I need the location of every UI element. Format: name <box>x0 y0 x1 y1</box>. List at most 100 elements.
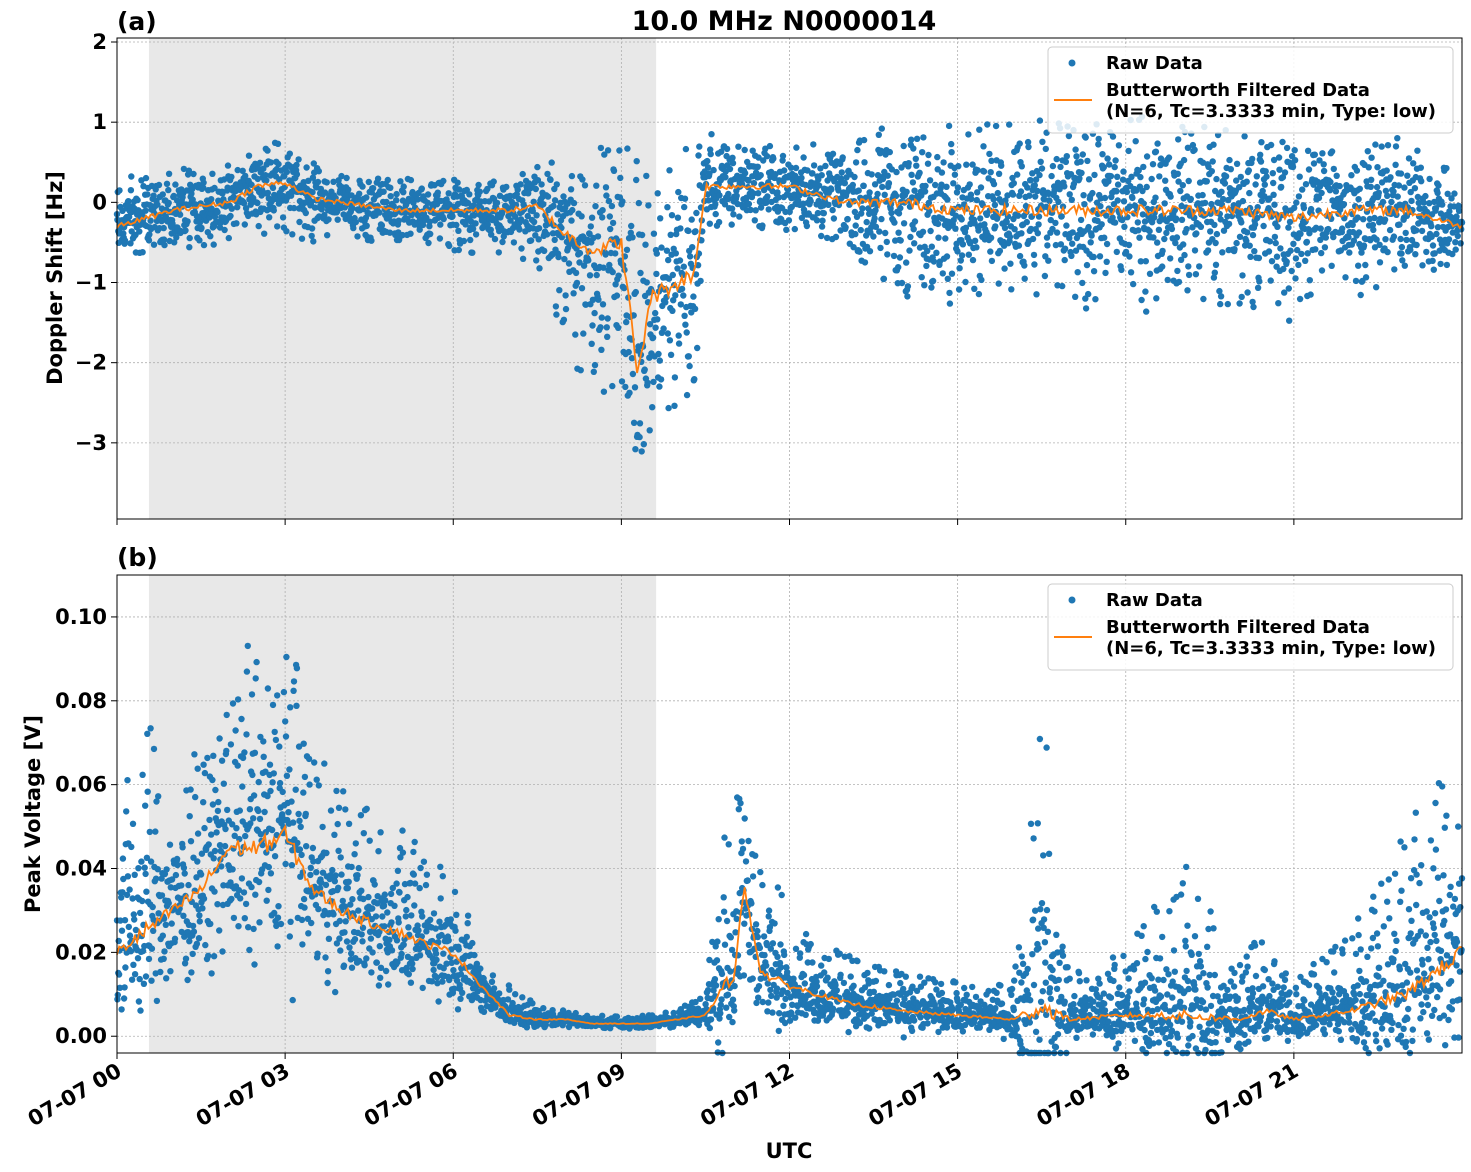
raw-data-point <box>1296 173 1303 180</box>
raw-data-point <box>300 895 308 903</box>
raw-data-point <box>165 170 173 177</box>
raw-data-point <box>706 220 713 227</box>
raw-data-point <box>374 175 382 182</box>
raw-data-point <box>451 888 459 896</box>
raw-data-point <box>1155 226 1163 233</box>
raw-data-point <box>211 888 218 895</box>
raw-data-point <box>776 1010 783 1017</box>
raw-data-point <box>1217 293 1225 300</box>
raw-data-point <box>127 948 135 955</box>
raw-data-point <box>437 221 444 228</box>
raw-data-point <box>544 170 551 178</box>
raw-data-point <box>159 932 166 939</box>
raw-data-point <box>677 225 684 232</box>
raw-data-point <box>631 384 639 391</box>
raw-data-point <box>815 176 822 183</box>
raw-data-point <box>586 230 593 238</box>
raw-data-point <box>261 808 268 816</box>
raw-data-point <box>1045 257 1052 264</box>
raw-data-point <box>187 786 194 793</box>
raw-data-point <box>1256 278 1263 285</box>
raw-data-point <box>186 244 193 251</box>
raw-data-point <box>868 171 875 178</box>
raw-data-point <box>196 237 203 244</box>
legend-filtered-label-a: Butterworth Filtered Data <box>1106 80 1370 101</box>
raw-data-point <box>622 383 629 391</box>
raw-data-point <box>672 292 679 299</box>
raw-data-point <box>588 214 596 221</box>
raw-data-point <box>662 1009 669 1016</box>
raw-data-point <box>386 936 393 943</box>
raw-data-point <box>348 964 356 971</box>
raw-data-point <box>681 203 688 211</box>
raw-data-point <box>235 923 242 930</box>
raw-data-point <box>956 265 963 272</box>
raw-data-point <box>233 220 240 227</box>
raw-data-point <box>125 198 132 205</box>
raw-data-point <box>222 825 229 833</box>
raw-data-point <box>197 871 205 878</box>
raw-data-point <box>789 1001 796 1008</box>
raw-data-point <box>863 218 870 226</box>
raw-data-point <box>344 884 351 892</box>
raw-data-point <box>1382 236 1389 243</box>
raw-data-point <box>773 994 780 1001</box>
raw-data-point <box>453 911 460 918</box>
raw-data-point <box>617 174 624 182</box>
raw-data-point <box>883 238 890 246</box>
raw-data-point <box>626 389 633 396</box>
raw-data-point <box>314 178 322 186</box>
raw-data-point <box>220 780 227 787</box>
raw-data-point <box>500 233 507 240</box>
raw-data-point <box>1253 173 1261 180</box>
raw-data-point <box>270 207 277 214</box>
raw-data-point <box>201 824 208 832</box>
raw-data-point <box>948 270 956 277</box>
raw-data-point <box>612 281 619 288</box>
raw-data-point <box>755 190 762 197</box>
raw-data-point <box>1296 295 1304 303</box>
raw-data-point <box>1280 265 1287 273</box>
raw-data-point <box>1126 253 1133 260</box>
raw-data-point <box>224 184 231 191</box>
raw-data-point <box>1017 188 1025 195</box>
raw-data-point <box>1295 261 1302 269</box>
raw-data-point <box>654 190 661 197</box>
raw-data-point <box>313 869 320 876</box>
raw-data-point <box>1238 219 1245 226</box>
raw-data-point <box>1018 230 1025 237</box>
raw-data-point <box>219 190 226 197</box>
raw-data-point <box>841 179 848 187</box>
raw-data-point <box>882 229 889 237</box>
raw-data-point <box>933 249 940 256</box>
raw-data-point <box>977 184 985 191</box>
raw-data-point <box>1320 167 1328 175</box>
raw-data-point <box>1072 146 1079 153</box>
raw-data-point <box>1150 234 1157 241</box>
raw-data-point <box>763 153 771 160</box>
raw-data-point <box>250 792 258 799</box>
raw-data-point <box>829 1005 837 1012</box>
raw-data-point <box>1048 172 1055 180</box>
raw-data-point <box>1293 199 1300 206</box>
raw-data-point <box>239 167 246 174</box>
raw-data-point <box>1001 224 1009 232</box>
raw-data-point <box>599 1012 606 1019</box>
raw-data-point <box>884 172 891 179</box>
raw-data-point <box>988 257 996 265</box>
raw-data-point <box>540 1005 547 1012</box>
raw-data-point <box>682 145 690 153</box>
raw-data-point <box>345 878 352 885</box>
raw-data-point <box>818 223 826 230</box>
raw-data-point <box>910 145 917 152</box>
raw-data-point <box>260 165 267 172</box>
raw-data-point <box>210 241 217 248</box>
raw-data-point <box>399 827 406 834</box>
raw-data-point <box>1112 157 1119 164</box>
raw-data-point <box>165 899 172 907</box>
raw-data-point <box>435 998 442 1005</box>
raw-data-point <box>1161 200 1168 207</box>
raw-data-point <box>1140 163 1147 171</box>
raw-data-point <box>332 988 339 996</box>
raw-data-point <box>139 897 146 905</box>
